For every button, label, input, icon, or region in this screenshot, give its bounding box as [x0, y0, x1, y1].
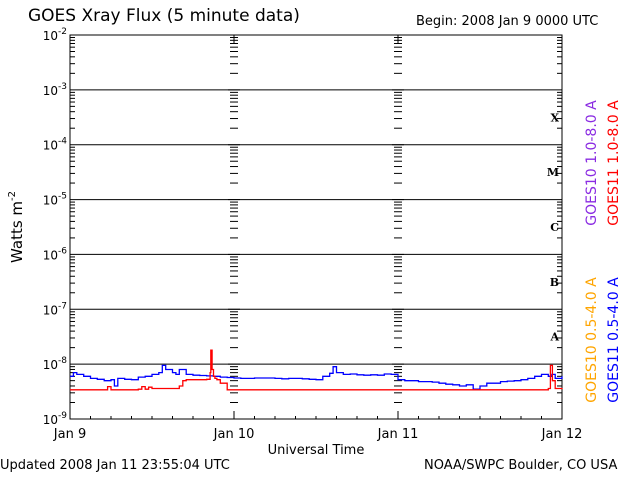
y-axis-title: Watts m-2 [7, 191, 26, 263]
flare-class-label: X [550, 111, 559, 124]
chart-title: GOES Xray Flux (5 minute data) [28, 6, 300, 26]
legend-entry: GOES10 1.0-8.0 A [584, 100, 600, 226]
y-tick-label: 10-9 [43, 411, 68, 427]
begin-time: Begin: 2008 Jan 9 0000 UTC [416, 14, 599, 29]
legend-entry: GOES11 0.5-4.0 A [606, 277, 622, 403]
x-tick-label: Jan 11 [377, 427, 419, 442]
y-tick-label: 10-4 [43, 137, 68, 153]
y-tick-label: 10-2 [43, 27, 67, 43]
x-tick-label: Jan 10 [213, 427, 255, 442]
plot-frame [69, 34, 563, 420]
x-tick-label: Jan 12 [541, 427, 583, 442]
series-line [70, 364, 563, 390]
x-tick-label: Jan 9 [53, 427, 86, 442]
credit-label: NOAA/SWPC Boulder, CO USA [424, 458, 618, 473]
flare-class-label: B [550, 276, 559, 289]
y-tick-label: 10-3 [43, 82, 67, 98]
x-axis-title: Universal Time [268, 443, 365, 458]
legend-entry: GOES10 0.5-4.0 A [584, 277, 600, 403]
flare-class-label: M [547, 166, 559, 179]
series-line [70, 349, 563, 391]
updated-timestamp: Updated 2008 Jan 11 23:55:04 UTC [0, 458, 230, 473]
y-tick-label: 10-7 [43, 301, 67, 317]
y-tick-label: 10-6 [43, 246, 68, 262]
flare-class-label: A [549, 331, 559, 344]
legend-entry: GOES11 1.0-8.0 A [606, 100, 622, 226]
y-tick-label: 10-5 [43, 192, 67, 208]
y-tick-label: 10-8 [43, 356, 68, 372]
flare-class-label: C [550, 221, 559, 234]
